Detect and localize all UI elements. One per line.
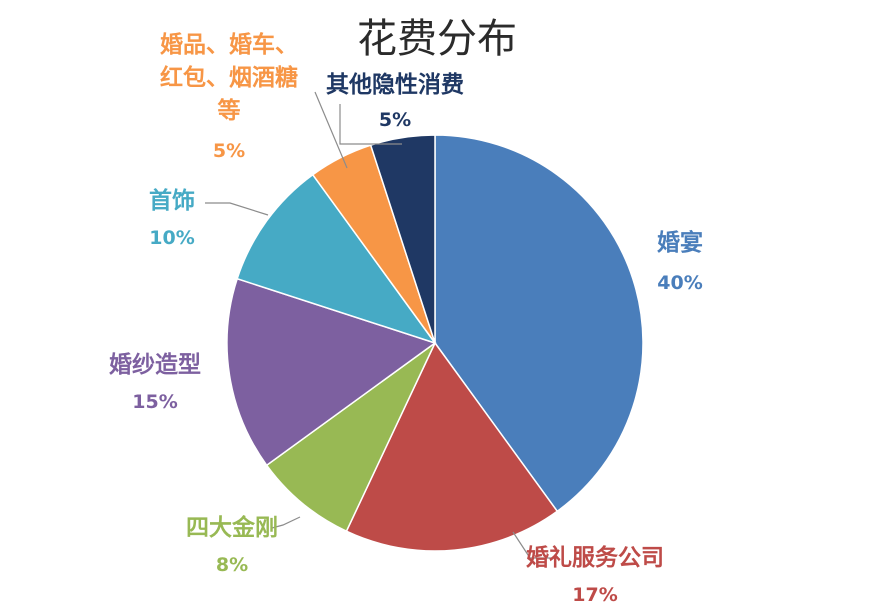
leader-lines	[205, 91, 558, 559]
pie-slices	[226, 134, 644, 552]
slice-label: 婚礼服务公司	[526, 544, 664, 571]
slice-percent-label: 40%	[657, 272, 702, 294]
slice-label: 等	[218, 97, 241, 124]
slice-percent-label: 10%	[149, 227, 194, 249]
leader-line	[339, 104, 402, 145]
pie-slice	[226, 277, 437, 467]
slice-label: 婚品、婚车、	[160, 31, 298, 58]
slice-label: 首饰	[149, 187, 195, 214]
pie-slice	[265, 342, 436, 533]
chart-title: 花费分布	[357, 16, 517, 62]
slice-label: 红包、烟酒糖	[160, 64, 298, 91]
leader-line	[314, 91, 348, 169]
slice-label: 其他隐性消费	[326, 72, 464, 98]
slice-percent-label: 15%	[132, 391, 177, 413]
leader-line	[512, 531, 558, 559]
leader-line	[271, 516, 301, 529]
pie-slice	[236, 173, 437, 345]
slice-percent-label: 5%	[379, 109, 411, 131]
slice-percent-label: 5%	[213, 140, 245, 162]
slice-label: 四大金刚	[186, 514, 278, 541]
pie-slice	[369, 134, 436, 344]
slice-label: 婚宴	[657, 229, 703, 256]
slice-labels: 婚宴 40% 婚礼服务公司 17% 四大金刚 8% 婚纱造型 15% 首饰 10% 婚品、婚车、红包…	[109, 31, 703, 606]
leader-line	[205, 202, 269, 216]
slice-label: 婚纱造型	[109, 351, 201, 378]
slice-percent-label: 17%	[572, 584, 617, 606]
pie-slice	[345, 341, 559, 552]
pie-slice	[434, 134, 644, 513]
slice-percent-label: 8%	[216, 554, 248, 576]
